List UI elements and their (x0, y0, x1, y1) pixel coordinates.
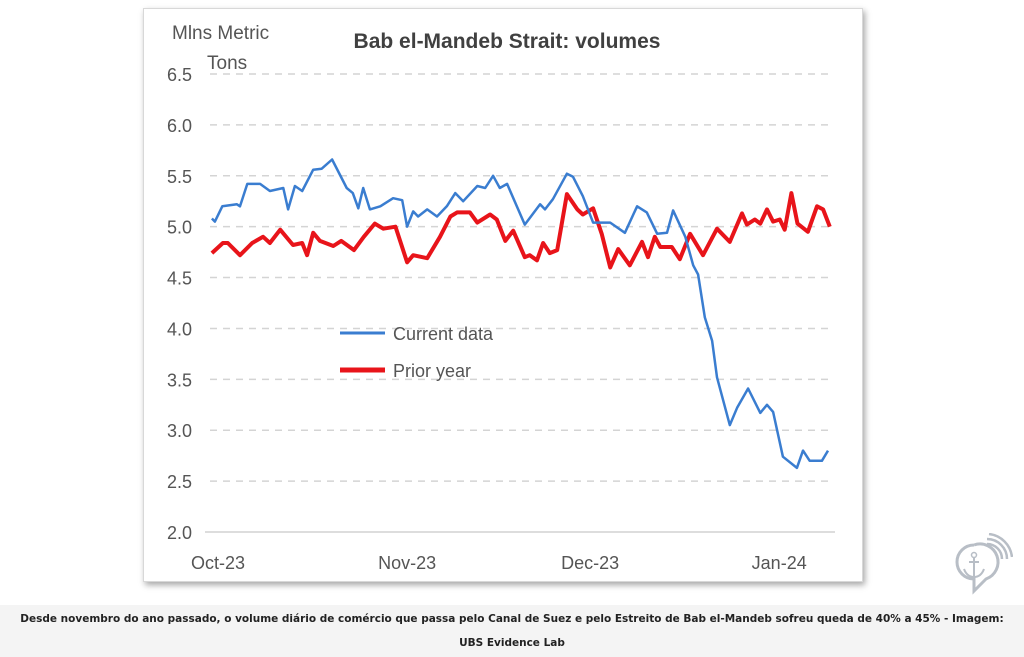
caption-text: Desde novembro do ano passado, o volume … (20, 613, 1004, 649)
y-tick-label: 4.0 (167, 319, 192, 339)
y-tick-label: 3.5 (167, 370, 192, 390)
y-axis-label-line1: Mlns Metric (172, 23, 269, 44)
x-tick-label: Oct-23 (191, 553, 245, 573)
x-tick-label: Nov-23 (378, 553, 436, 573)
y-tick-label: 6.0 (167, 116, 192, 136)
y-tick-label: 2.5 (167, 472, 192, 492)
series-line-prior-year (210, 191, 832, 270)
y-tick-label: 5.5 (167, 167, 192, 187)
series-lines (210, 158, 832, 470)
x-tick-labels: Oct-23 Nov-23 Dec-23 Jan-24 (191, 553, 807, 573)
x-tick-label: Jan-24 (752, 553, 807, 573)
line-chart: 2.0 2.5 3.0 3.5 4.0 4.5 5.0 5.5 6.0 6.5 Oct-23 Nov… (167, 23, 835, 573)
gridlines (210, 73, 832, 482)
chart-image (143, 8, 863, 582)
y-tick-label: 3.0 (167, 421, 192, 441)
x-tick-label: Dec-23 (561, 553, 619, 573)
chart-title: Bab el-Mandeb Strait: volumes (354, 30, 661, 53)
y-tick-labels: 2.0 2.5 3.0 3.5 4.0 4.5 5.0 5.5 6.0 6.5 (167, 65, 192, 543)
y-tick-label: 6.5 (167, 65, 192, 85)
y-tick-label: 2.0 (167, 523, 192, 543)
legend-label-prior: Prior year (393, 361, 471, 381)
y-axis-label-line2: Tons (207, 53, 247, 74)
legend-label-current: Current data (393, 324, 494, 344)
y-tick-label: 5.0 (167, 218, 192, 238)
legend: Current data Prior year (340, 324, 494, 381)
series-line-current-data (211, 158, 830, 470)
anchor-logo-icon (955, 533, 1013, 595)
y-tick-label: 4.5 (167, 269, 192, 289)
image-caption: Desde novembro do ano passado, o volume … (0, 605, 1024, 657)
